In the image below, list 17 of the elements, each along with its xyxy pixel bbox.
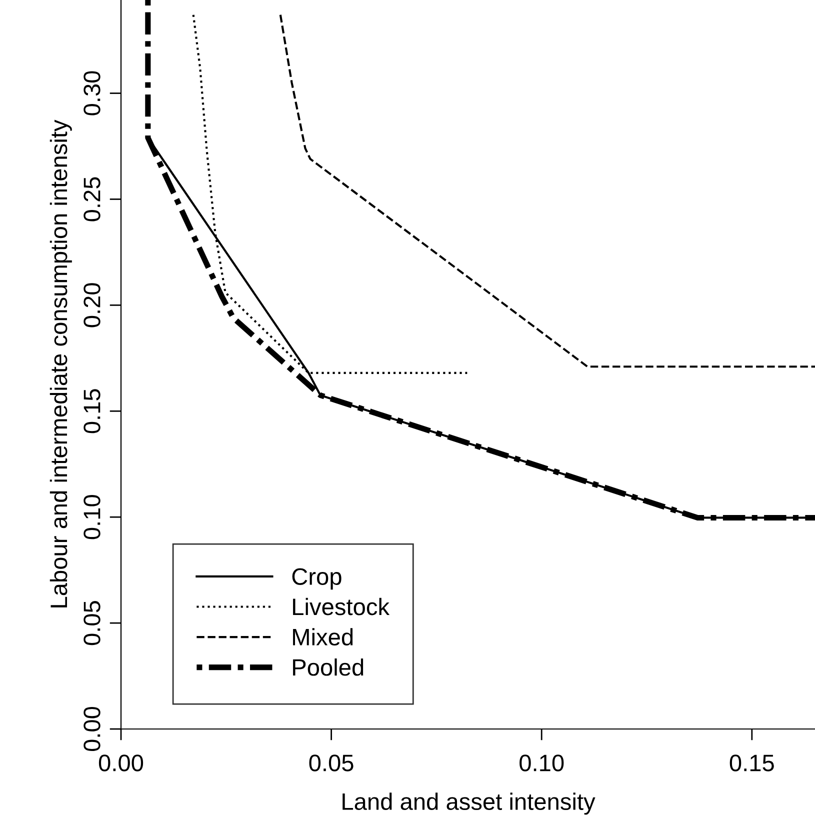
legend-label: Livestock bbox=[293, 598, 390, 616]
x-tick-label: 0.05 bbox=[309, 754, 354, 772]
y-tick-label: 0.20 bbox=[84, 283, 100, 328]
x-tick-label: 0.00 bbox=[98, 754, 144, 772]
line-series bbox=[279, 14, 815, 368]
x-tick-label: 0.10 bbox=[520, 754, 564, 772]
y-tick-label: 0.25 bbox=[84, 177, 100, 222]
y-tick-label: 0.15 bbox=[84, 389, 100, 434]
legend-label: Mixed bbox=[293, 628, 353, 646]
y-tick-label: 0.30 bbox=[84, 71, 100, 116]
legend-label: Pooled bbox=[293, 658, 364, 676]
y-tick-label: 0.10 bbox=[84, 495, 100, 540]
x-tick-label: 0.15 bbox=[730, 754, 774, 772]
x-axis-title: Land and asset intensity bbox=[342, 792, 596, 815]
legend-label: Crop bbox=[292, 568, 342, 590]
y-axis-title: Labour and intermediate consumption intensity bbox=[50, 120, 72, 608]
y-tick-label: 0.05 bbox=[84, 601, 100, 646]
